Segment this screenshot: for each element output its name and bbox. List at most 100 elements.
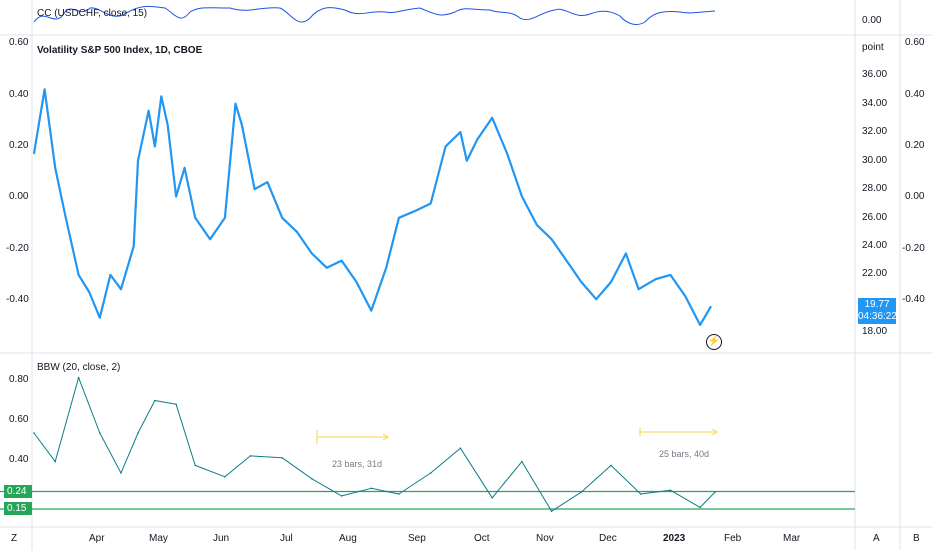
auto-scale-button[interactable]: A [873,533,880,544]
time-label: Apr [89,533,105,544]
bbw-pane-title[interactable]: BBW (20, close, 2) [37,362,121,373]
vix-data-point [132,245,135,248]
outer-tick: 0.60 [905,37,925,48]
time-label: Sep [408,533,426,544]
level-tag-lower: 0.15 [4,502,32,515]
vix-data-point [429,202,432,205]
bbw-data-point [33,432,35,434]
cc-pane-title[interactable]: CC (USDCHF, close, 15) [37,8,148,19]
vix-data-point [241,124,243,126]
vix-data-point [476,138,479,141]
bbw-data-point [459,447,462,450]
vix-data-point [459,131,462,133]
bbw-data-point [77,376,80,379]
bbw-data-point [120,472,122,474]
bbw-data-point [311,478,313,480]
lightning-icon[interactable]: ⚡ [706,334,722,350]
bbw-data-point [580,491,583,493]
vix-data-point [88,291,90,293]
level-tag-upper: 0.24 [4,485,32,498]
vix-data-point [183,167,186,169]
bbw-data-point [154,399,156,402]
vix-data-point [398,217,400,219]
bbw-data-point [249,455,252,457]
bbw-data-point [714,491,716,493]
left-tick: 0.20 [9,140,29,151]
vix-data-point [637,288,640,291]
vix-data-point [224,217,226,219]
vix-data-point [699,324,701,326]
vix-data-point [147,109,150,112]
bbw-data-point [281,457,284,459]
bbw-data-point [639,493,642,495]
date-range-2[interactable] [639,428,718,436]
vix-data-point [415,209,417,212]
left-tick: -0.40 [6,294,29,305]
main-pane-title[interactable]: Volatility S&P 500 Index, 1D, CBOE [37,45,203,56]
right-tick: 28.00 [862,183,888,194]
right-tick: 30.00 [862,155,888,166]
left-tick: -0.20 [6,243,29,254]
right-tick: 24.00 [862,240,888,251]
cc-series-line [33,5,716,25]
time-label: Jul [280,533,293,544]
vix-data-point [326,267,328,269]
time-label: Aug [339,533,357,544]
bbw-data-point [491,497,494,499]
bbw-data-point [340,495,343,497]
left-tick: 0.40 [9,89,29,100]
vix-data-point [684,295,687,298]
bbw-data-point [224,476,226,478]
vix-data-point [194,217,196,219]
vix-data-point [385,267,388,269]
vix-data-point [234,102,237,105]
vix-data-point [550,238,553,240]
bbw-data-point [99,432,101,434]
vix-data-point [296,231,298,233]
vix-data-point [99,316,101,319]
vix-data-point [521,195,523,198]
vix-points [33,88,712,326]
current-price: 19.77 [864,299,890,310]
vix-data-point [120,288,122,291]
vix-data-point [654,278,657,281]
scale-button-b[interactable]: B [913,533,920,544]
vix-data-point [580,281,583,283]
vix-data-point [491,117,494,119]
bbw-tick: 0.40 [9,454,29,465]
vix-data-point [466,159,468,162]
vix-data-point [355,281,358,283]
main-unit-label: point [862,42,884,53]
bbw-data-point [398,493,400,495]
bbw-data-point [370,487,373,490]
vix-data-point [77,274,80,276]
bbw-data-point [137,432,139,434]
outer-tick: -0.40 [902,294,925,305]
time-label: Nov [536,533,554,544]
left-tick: 0.60 [9,37,29,48]
vix-data-point [565,259,568,262]
vix-data-point [54,167,56,169]
vix-data-point [160,95,163,98]
time-label: Mar [783,533,801,544]
vix-data-point [595,298,597,301]
vix-data-point [166,124,169,126]
vix-data-point [43,88,46,91]
vix-data-point [506,152,508,155]
vix-data-point [175,195,177,198]
date-range-1[interactable] [316,430,389,444]
vix-data-point [710,305,712,308]
zoom-button[interactable]: Z [11,533,18,544]
vix-data-point [281,217,284,219]
bbw-data-point [699,506,701,509]
vix-data-point [625,252,627,255]
range-label-1: 23 bars, 31d [332,459,383,469]
vix-data-point [340,259,343,262]
outer-tick: 0.20 [905,140,925,151]
vix-data-point [209,238,211,240]
time-label: Jun [213,533,230,544]
current-price-tag[interactable]: 19.77 04:36:22 [858,298,897,324]
bbw-data-point [175,403,177,406]
time-label: Dec [599,533,617,544]
